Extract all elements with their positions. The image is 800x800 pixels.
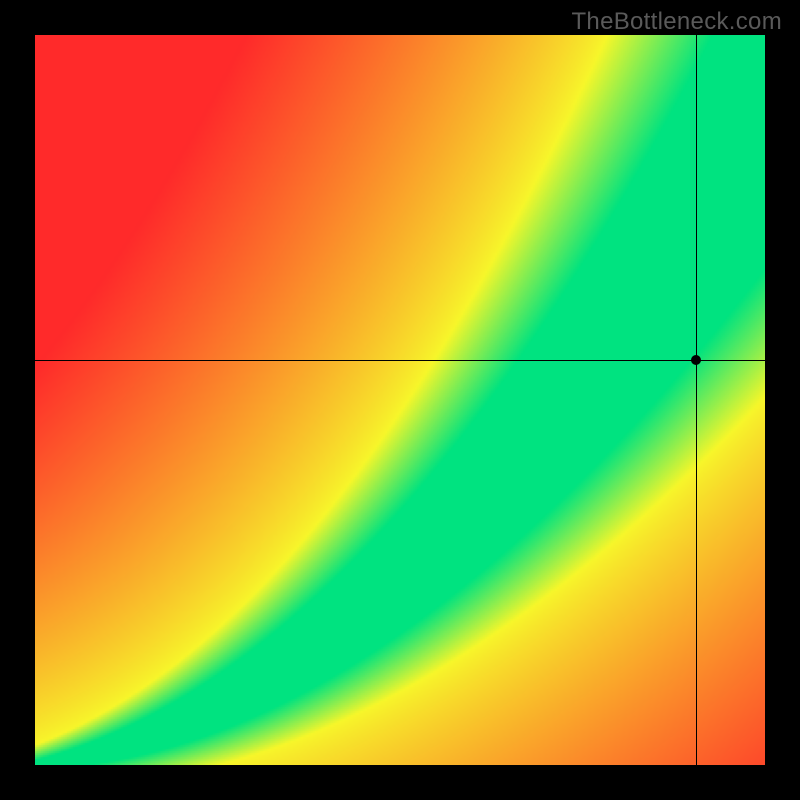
heatmap-canvas	[35, 35, 765, 765]
crosshair-vertical	[696, 35, 697, 765]
crosshair-horizontal	[35, 360, 765, 361]
plot-area	[35, 35, 765, 765]
crosshair-marker	[691, 355, 701, 365]
watermark-text: TheBottleneck.com	[571, 8, 782, 36]
chart-container: TheBottleneck.com	[0, 0, 800, 800]
